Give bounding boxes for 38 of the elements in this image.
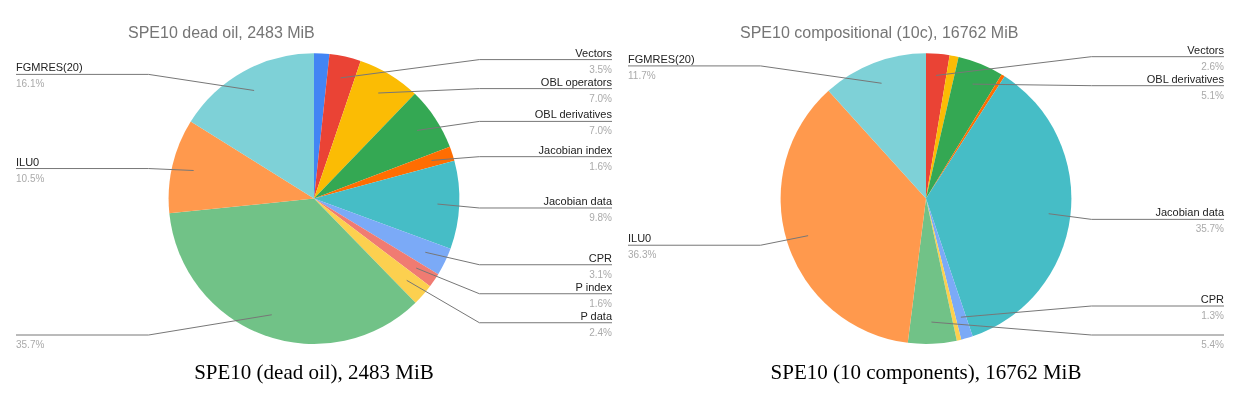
slice-label: OBL derivatives (534, 108, 613, 121)
slice-label: OBL derivatives (1146, 72, 1225, 85)
slice-label: P index (575, 280, 613, 293)
slice-label: Vectors (1187, 43, 1225, 56)
slice-label: FGMRES(20) (16, 61, 83, 74)
data-label: 35.7% (16, 339, 45, 350)
slice-label: ILU0 (628, 232, 652, 245)
data-label: 5.1% (1201, 89, 1225, 101)
text: SPE10 (dead oil), 2483 MiB (193, 360, 435, 385)
data-label: 10.5% (16, 172, 45, 184)
slice-label: CPR (1200, 293, 1225, 305)
text: SPE10 (10 components), 16762 MiB (769, 360, 1083, 385)
data-label: 9.8% (589, 211, 613, 223)
data-label: 1.6% (589, 160, 613, 172)
data-label: 3.1% (589, 268, 613, 280)
chart-title: SPE10 dead oil, 2483 MiB (128, 24, 315, 42)
chart-title: SPE10 compositional (10c), 16762 MiB (740, 24, 1019, 42)
slice-label: Jacobian data (543, 194, 613, 207)
slice-label: Jacobian data (1155, 206, 1225, 219)
data-label: 35.7% (1195, 223, 1225, 235)
data-label: 2.6% (1201, 60, 1225, 72)
slice-label: OBL operators (540, 75, 613, 88)
data-label: 1.3% (1201, 310, 1225, 321)
data-label: 11.7% (628, 69, 656, 81)
data-label: 36.3% (628, 249, 657, 261)
data-label: 7.0% (589, 125, 613, 137)
data-label: 3.5% (589, 63, 613, 75)
slice-label: FGMRES(20) (628, 52, 695, 65)
slice-label: Jacobian index (538, 143, 613, 156)
data-label: 7.0% (589, 92, 613, 104)
data-label: 2.4% (589, 326, 613, 338)
data-label: 16.1% (16, 78, 45, 90)
slice-label: ILU0 (16, 155, 40, 168)
slice-label: P data (580, 309, 613, 322)
data-label: 1.6% (589, 297, 613, 309)
slice-label: Vectors (575, 46, 613, 59)
slice-label: CPR (588, 251, 613, 264)
data-label: 5.4% (1201, 339, 1225, 350)
